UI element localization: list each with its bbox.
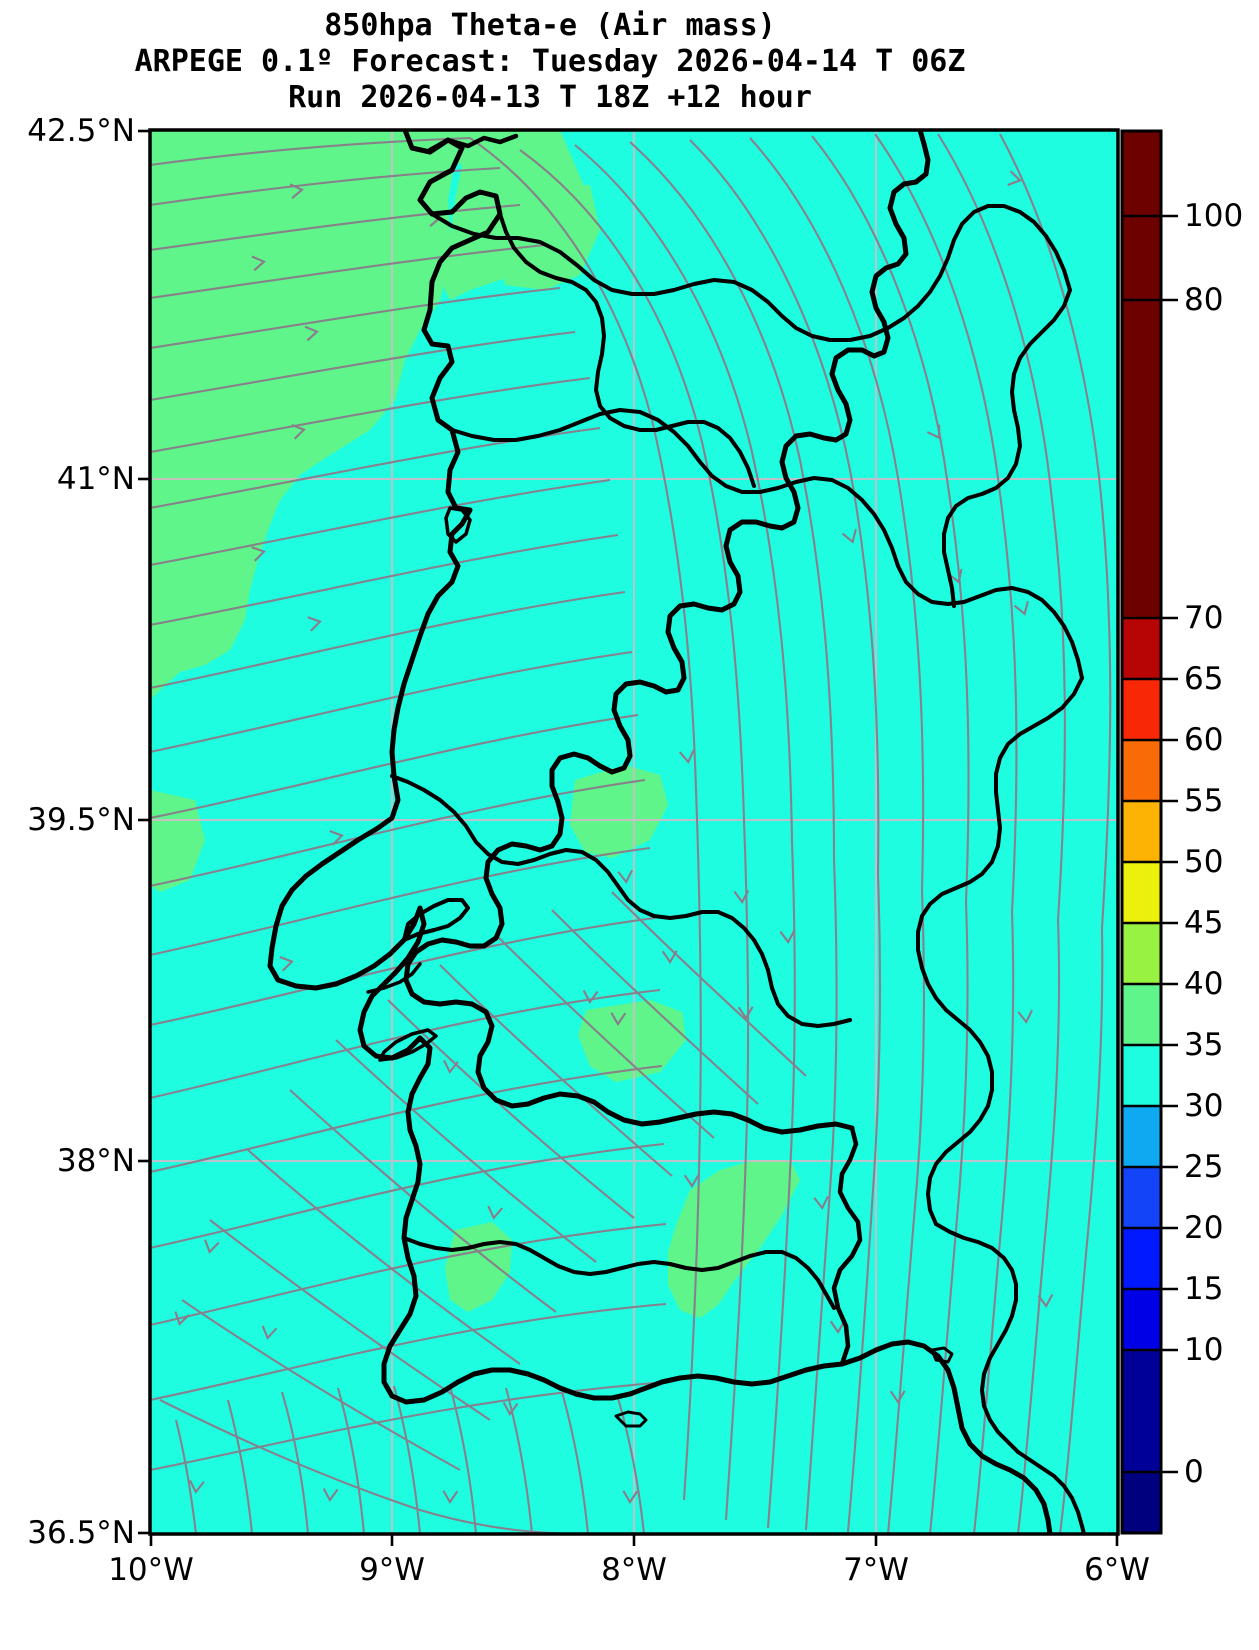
border-internal-north-1 [430, 204, 1072, 342]
contour-band-35-40-alentejo-north [578, 1000, 686, 1082]
border-internal-central-1 [498, 212, 756, 488]
colorbar-label-55: 55 [1184, 783, 1224, 819]
colorbar-label-30: 30 [1184, 1088, 1224, 1124]
streamline-layer [150, 133, 1112, 1534]
colorbar[interactable] [1120, 129, 1178, 1535]
coastline-tagus-estuary [402, 898, 470, 942]
colorbar-label-25: 25 [1184, 1149, 1224, 1185]
border-internal-east-1 [942, 288, 1072, 608]
colorbar-band-55-60 [1122, 740, 1161, 801]
border-internal-extremadura [934, 1222, 1020, 1454]
chart-title-block: 850hpa Theta-e (Air mass) ARPEGE 0.1º Fo… [0, 8, 1100, 116]
colorbar-band-60-65 [1122, 679, 1161, 740]
xtick-label-6w: 6°W [1084, 1552, 1150, 1588]
border-internal-central-2 [390, 774, 852, 1028]
chart-title-line-1: 850hpa Theta-e (Air mass) [324, 8, 776, 43]
coastline-ria-aveiro [444, 506, 472, 544]
colorbar-label-100: 100 [1184, 198, 1244, 234]
ytick-label-38n: 38°N [56, 1143, 135, 1179]
colorbar-band-25-30 [1122, 1106, 1161, 1167]
ytick-label-36-5n: 36.5°N [27, 1515, 135, 1551]
border-portugal-spain [403, 130, 931, 1135]
colorbar-label-10: 10 [1184, 1332, 1224, 1368]
colorbar-band-35-40 [1122, 984, 1161, 1045]
xtick-label-10w: 10°W [108, 1552, 194, 1588]
border-internal-north-2 [450, 408, 1084, 680]
colorbar-band-15-20 [1122, 1228, 1161, 1289]
colorbar-band-below-0 [1122, 1472, 1161, 1533]
coastline-lagoon-b [930, 1346, 954, 1364]
colorbar-label-50: 50 [1184, 844, 1224, 880]
coastline-border-layer [267, 130, 1086, 1534]
colorbar-label-0: 0 [1184, 1454, 1204, 1490]
colorbar-ticks [1122, 214, 1178, 1474]
axis-ticks [138, 129, 1119, 1546]
xtick-label-9w: 9°W [359, 1552, 425, 1588]
ytick-label-42-5n: 42.5°N [27, 113, 135, 149]
coastline-lagoon-a [614, 1410, 648, 1428]
coastline-atlantic [267, 130, 845, 1405]
colorbar-label-35: 35 [1184, 1027, 1224, 1063]
contour-band-35-40-northwest [150, 130, 470, 700]
chart-title-line-2: ARPEGE 0.1º Forecast: Tuesday 2026-04-14… [134, 44, 966, 79]
border-internal-east-2 [916, 676, 1084, 1226]
colorbar-band-45-50 [1122, 862, 1161, 923]
coastline-galicia-rias [427, 133, 519, 153]
coastline-tagus-inner [366, 962, 422, 994]
colorbar-band-70-110 [1122, 131, 1161, 618]
ytick-label-41n: 41°N [56, 461, 135, 497]
colorbar-label-80: 80 [1184, 282, 1224, 318]
chart-title-line-3: Run 2026-04-13 T 18Z +12 hour [288, 80, 812, 115]
colorbar-band-40-45 [1122, 923, 1161, 984]
coastline-sado-estuary [378, 1028, 438, 1062]
colorbar-label-60: 60 [1184, 722, 1224, 758]
border-internal-south [402, 1236, 836, 1310]
colorbar-band-10-15 [1122, 1289, 1161, 1350]
coastline-south [839, 1339, 1053, 1534]
xtick-label-8w: 8°W [601, 1552, 667, 1588]
colorbar-label-40: 40 [1184, 966, 1224, 1002]
colorbar-label-70: 70 [1184, 600, 1224, 636]
colorbar-band-50-55 [1122, 801, 1161, 862]
ytick-label-39-5n: 39.5°N [27, 802, 135, 838]
colorbar-band-30-35 [1122, 1045, 1161, 1106]
colorbar-band-0-10 [1122, 1350, 1161, 1472]
colorbar-band-20-25 [1122, 1167, 1161, 1228]
colorbar-band-65-70 [1122, 618, 1161, 679]
colorbar-label-15: 15 [1184, 1271, 1224, 1307]
contour-band-35-40-southeast [668, 1160, 800, 1318]
colorbar-label-65: 65 [1184, 661, 1224, 697]
xtick-label-7w: 7°W [843, 1552, 909, 1588]
colorbar-frame [1120, 129, 1163, 1535]
colorbar-label-20: 20 [1184, 1210, 1224, 1246]
streamline-arrow-layer [174, 170, 1054, 1504]
border-guadiana [831, 1125, 863, 1367]
colorbar-label-45: 45 [1184, 905, 1224, 941]
border-internal-andalusia [1016, 1450, 1086, 1534]
